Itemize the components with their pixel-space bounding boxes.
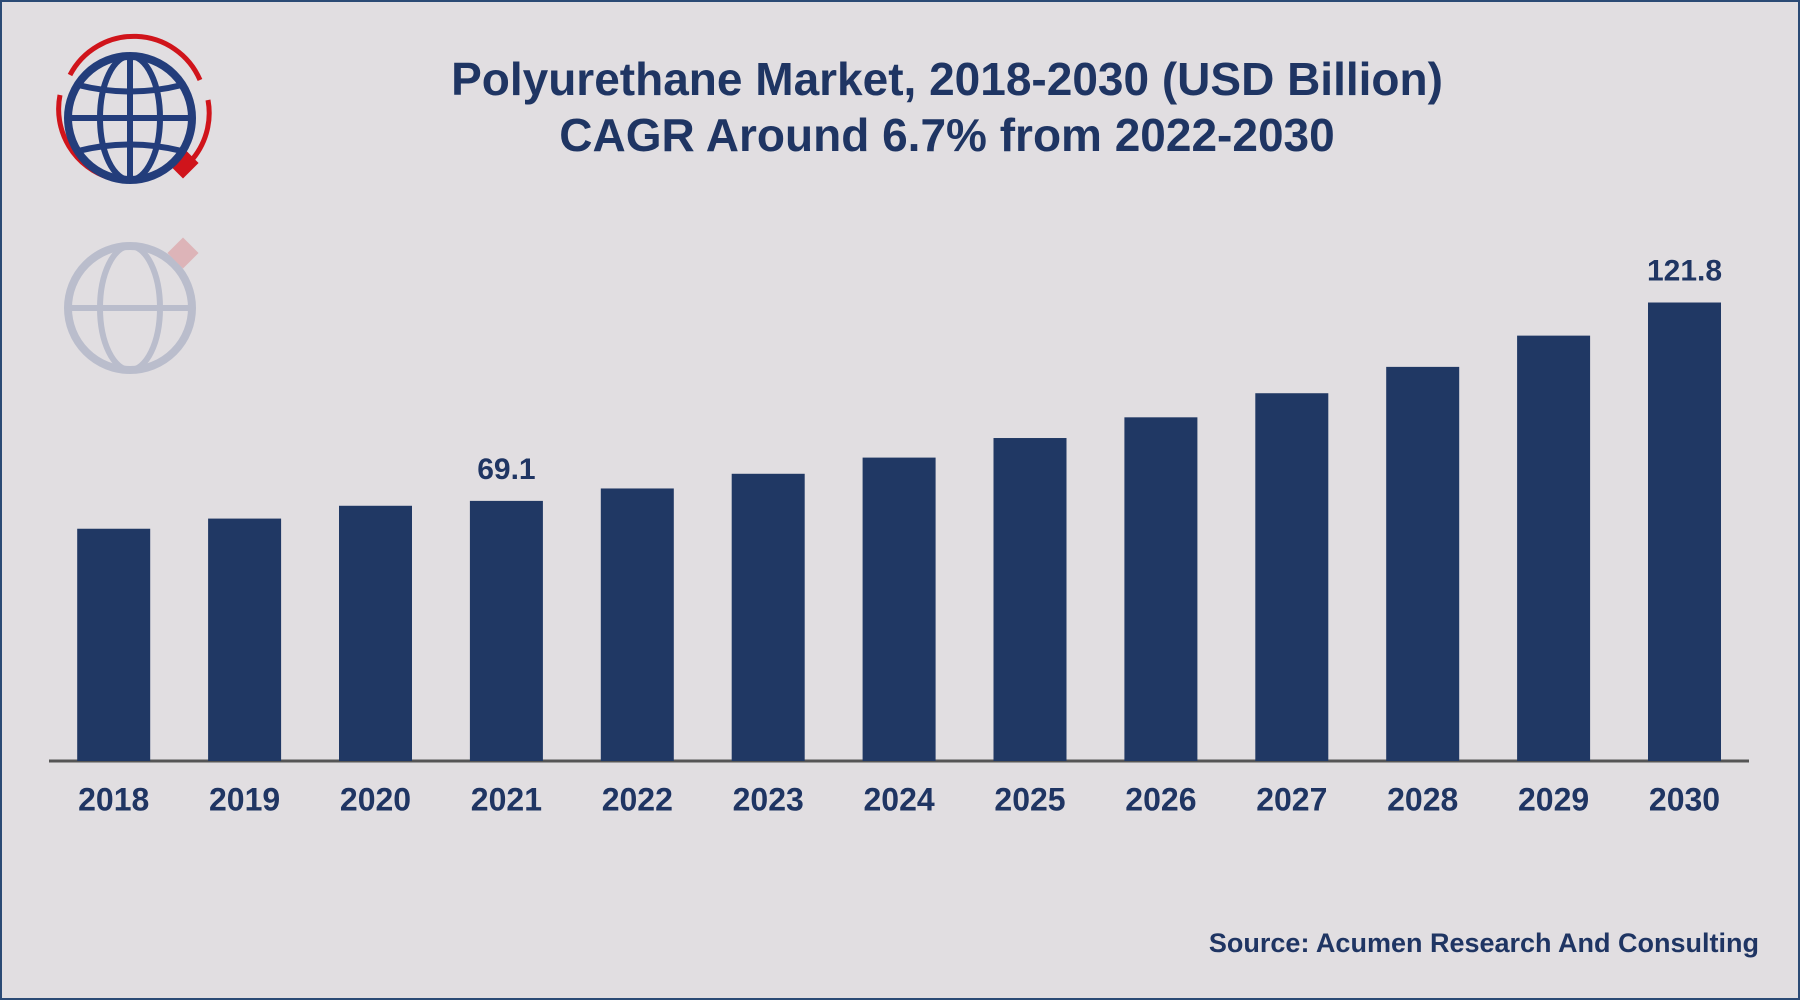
bar [1386, 366, 1460, 761]
chart-title: Polyurethane Market, 2018-2030 (USD Bill… [451, 53, 1443, 105]
x-tick-label: 2025 [994, 781, 1065, 817]
bar [469, 500, 543, 761]
x-tick-label: 2028 [1387, 781, 1458, 817]
x-tick-label: 2018 [78, 781, 149, 817]
bar [1124, 417, 1198, 761]
data-label: 69.1 [477, 453, 535, 486]
data-label: 121.8 [1647, 254, 1722, 287]
x-tick-label: 2020 [340, 781, 411, 817]
bar [600, 488, 674, 761]
bar [993, 438, 1067, 761]
x-tick-label: 2021 [471, 781, 542, 817]
bar [1648, 302, 1721, 761]
x-tick-label: 2019 [209, 781, 280, 817]
bar [339, 505, 412, 761]
source-note: Source: Acumen Research And Consulting [1209, 928, 1759, 958]
x-tick-label: 2023 [733, 781, 804, 817]
x-tick-label: 2029 [1518, 781, 1589, 817]
bar [1517, 335, 1591, 761]
bar [77, 528, 151, 761]
bar [731, 473, 805, 761]
x-tick-label: 2027 [1256, 781, 1327, 817]
x-tick-label: 2030 [1649, 781, 1720, 817]
bar [1255, 393, 1329, 761]
chart-subtitle: CAGR Around 6.7% from 2022-2030 [559, 109, 1334, 161]
x-tick-label: 2024 [864, 781, 935, 817]
bar [208, 518, 282, 761]
bar [862, 457, 936, 761]
x-tick-label: 2026 [1125, 781, 1196, 817]
logo [56, 33, 212, 374]
x-tick-label: 2022 [602, 781, 673, 817]
